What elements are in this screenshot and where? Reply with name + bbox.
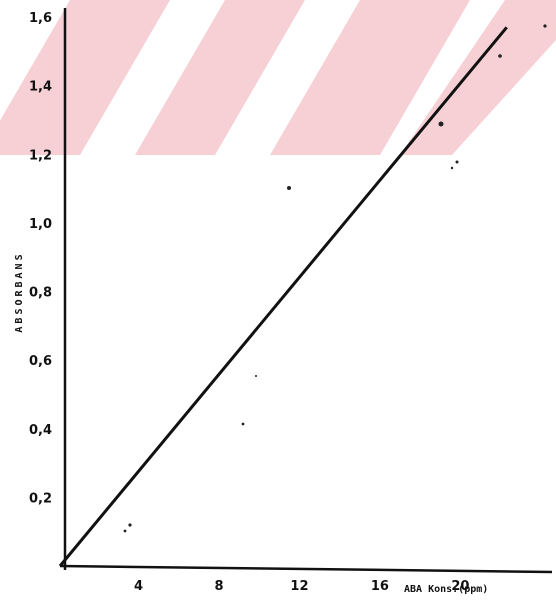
y-tick-label: 0,4 (29, 423, 52, 438)
watermark-stripe (0, 0, 170, 155)
speck (241, 422, 245, 426)
x-axis-label: ABA Kons.(ppm) (404, 584, 488, 595)
speck (543, 24, 547, 28)
y-tick-label: 1,6 (29, 11, 52, 26)
y-tick-label: 1,2 (29, 148, 52, 163)
x-tick-label: 12 (290, 579, 308, 594)
speck (123, 529, 127, 533)
x-tick-label: 4 (134, 579, 143, 594)
y-axis-label: ABSORBANS (14, 251, 25, 332)
speck (128, 523, 132, 527)
x-axis (59, 564, 553, 574)
y-tick-label: 0,2 (29, 491, 52, 506)
y-tick-label: 0,6 (29, 354, 52, 369)
speck (455, 160, 459, 164)
speck (450, 166, 454, 170)
y-tick-label: 1,4 (29, 80, 52, 95)
speck (438, 121, 444, 127)
watermark-stripe (400, 0, 556, 155)
watermark (0, 0, 556, 155)
speck (255, 375, 257, 377)
watermark-stripe (135, 0, 305, 155)
x-tick-label: 20 (451, 579, 469, 594)
watermark-stripe (270, 0, 470, 155)
y-tick-label: 1,0 (29, 217, 52, 232)
calibration-line (58, 26, 508, 567)
speck (287, 186, 291, 190)
speck (498, 54, 502, 58)
x-tick-label: 16 (371, 579, 389, 594)
scan-specks (123, 24, 547, 533)
y-tick-label: 0,8 (29, 286, 52, 301)
x-tick-label: 8 (214, 579, 223, 594)
